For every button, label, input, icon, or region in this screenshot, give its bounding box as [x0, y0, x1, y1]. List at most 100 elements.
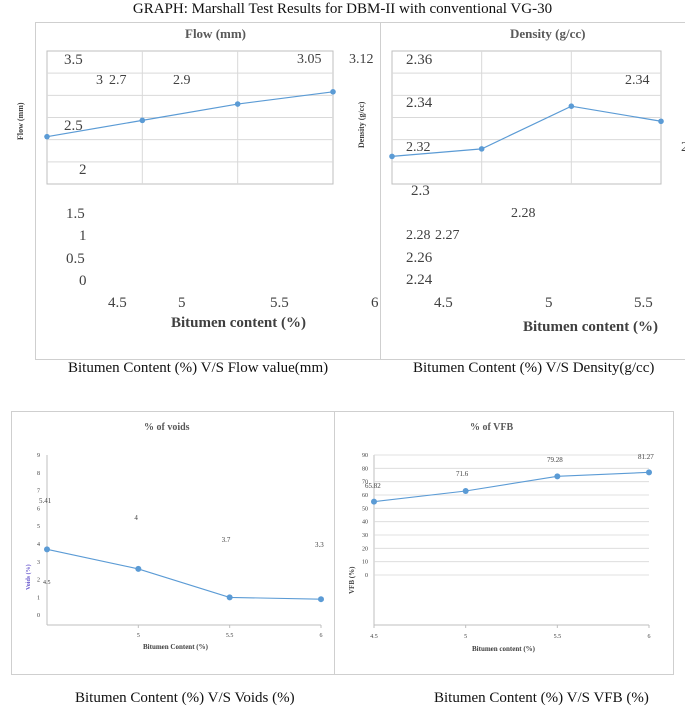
vfb-x-tick: 4.5 [370, 634, 378, 640]
flow-y-tick: 2.5 [64, 118, 83, 134]
density-data-label: 2.28 [406, 228, 431, 243]
voids-y-tick: 6 [37, 506, 40, 512]
flow-x-tick: 6 [371, 295, 379, 311]
voids-y-tick: 0 [37, 613, 40, 619]
flow-data-label: 2.9 [173, 73, 191, 88]
density-x-tick: 4.5 [434, 295, 453, 311]
density-data-label: 2 [681, 140, 685, 155]
density-data-label: 2.32 [406, 140, 431, 155]
density-caption: Bitumen Content (%) V/S Density(g/cc) [413, 360, 655, 376]
density-chart-title: Density (g/cc) [510, 26, 586, 41]
voids-y-tick: 9 [37, 453, 40, 459]
density-y-tick: 2.24 [406, 272, 433, 288]
density-series-line [391, 105, 662, 157]
flow-y-tick: 0 [79, 273, 87, 289]
vfb-y-tick: 30 [362, 533, 368, 539]
vfb-data-point [371, 498, 377, 505]
voids-y-tick: 1 [37, 595, 40, 601]
density-data-point [389, 153, 395, 160]
density-data-label: 2.27 [435, 228, 460, 243]
flow-data-point [330, 88, 336, 95]
vfb-y-tick: 10 [362, 560, 368, 566]
voids-data-label: 5.41 [39, 497, 52, 505]
density-x-axis-label: Bitumen content (%) [523, 319, 658, 335]
voids-x-tick: 5.5 [226, 633, 234, 639]
density-x-tick: 5 [545, 295, 553, 311]
density-y-tick: 2.34 [406, 95, 433, 111]
flow-data-point [234, 101, 241, 107]
vfb-y-tick: 90 [362, 453, 368, 459]
vfb-data-label: 65.82 [365, 482, 381, 490]
density-y-tick: 2.3 [411, 183, 430, 199]
vfb-x-tick: 6 [648, 634, 651, 640]
flow-x-axis-label: Bitumen content (%) [171, 315, 306, 331]
vfb-y-tick: 60 [362, 493, 368, 499]
flow-y-tick: 3.5 [64, 52, 83, 68]
vfb-data-label: 79.28 [547, 456, 563, 464]
voids-chart-title: % of voids [144, 422, 190, 433]
voids-y-tick: 7 [37, 489, 40, 495]
voids-data-point [135, 565, 142, 572]
voids-data-label: 3.7 [222, 536, 231, 544]
voids-caption: Bitumen Content (%) V/S Voids (%) [75, 690, 295, 706]
density-x-tick: 5.5 [634, 295, 653, 311]
flow-caption: Bitumen Content (%) V/S Flow value(mm) [68, 360, 329, 376]
voids-x-tick: 5 [137, 633, 140, 639]
flow-y-tick: 1.5 [66, 206, 85, 222]
vfb-data-point [554, 473, 561, 480]
vfb-chart-title: % of VFB [470, 422, 514, 433]
flow-data-label: 3.05 [297, 52, 322, 67]
density-chart-panel [380, 22, 685, 360]
voids-y-tick: 4 [37, 542, 40, 548]
flow-x-tick: 4.5 [108, 295, 127, 311]
density-data-point [658, 118, 664, 125]
voids-data-point [226, 594, 233, 601]
density-data-label: 2.34 [625, 73, 650, 88]
voids-y-tick: 8 [37, 471, 40, 477]
vfb-data-label: 71.6 [456, 470, 469, 478]
density-data-label: 2.28 [511, 206, 536, 221]
vfb-data-label: 81.27 [638, 453, 654, 461]
voids-y-tick: 3 [37, 560, 40, 566]
voids-x-tick: 6 [320, 633, 323, 639]
vfb-y-tick: 0 [365, 573, 368, 579]
flow-data-label: 3 [96, 73, 103, 88]
vfb-data-point [462, 488, 469, 494]
voids-y-tick: 2 [37, 578, 40, 584]
flow-y-tick: 1 [79, 228, 87, 244]
flow-series-line [46, 91, 334, 138]
voids-series-line [46, 548, 322, 600]
voids-data-label: 4 [134, 514, 138, 522]
vfb-x-axis-label: Bitumen content (%) [472, 645, 535, 653]
page-title: GRAPH: Marshall Test Results for DBM-II … [132, 1, 553, 17]
flow-data-label: 2.7 [109, 73, 127, 88]
voids-x-axis-label: Bitumen Content (%) [143, 643, 208, 651]
vfb-y-tick: 70 [362, 480, 368, 486]
density-y-tick: 2.26 [406, 250, 433, 266]
voids-data-point [318, 596, 324, 603]
voids-x-tick: 4.5 [43, 580, 51, 586]
flow-data-point [139, 117, 146, 124]
flow-chart-title: Flow (mm) [185, 26, 247, 41]
voids-data-point [44, 546, 50, 553]
voids-y-tick: 5 [37, 524, 40, 530]
vfb-data-point [646, 469, 652, 476]
flow-data-point [44, 133, 50, 140]
flow-y-tick: 2 [79, 162, 87, 178]
flow-y-tick: 0.5 [66, 251, 85, 267]
vfb-y-tick: 20 [362, 546, 368, 552]
vfb-y-tick: 50 [362, 506, 368, 512]
flow-x-tick: 5.5 [270, 295, 289, 311]
flow-x-tick: 5 [178, 295, 186, 311]
voids-data-label: 3.3 [315, 541, 324, 549]
density-y-tick: 2.36 [406, 52, 433, 68]
vfb-series-line [373, 471, 650, 503]
flow-data-label: 3.12 [349, 52, 374, 67]
vfb-y-tick: 40 [362, 520, 368, 526]
vfb-x-tick: 5.5 [554, 634, 562, 640]
density-data-point [568, 103, 575, 110]
